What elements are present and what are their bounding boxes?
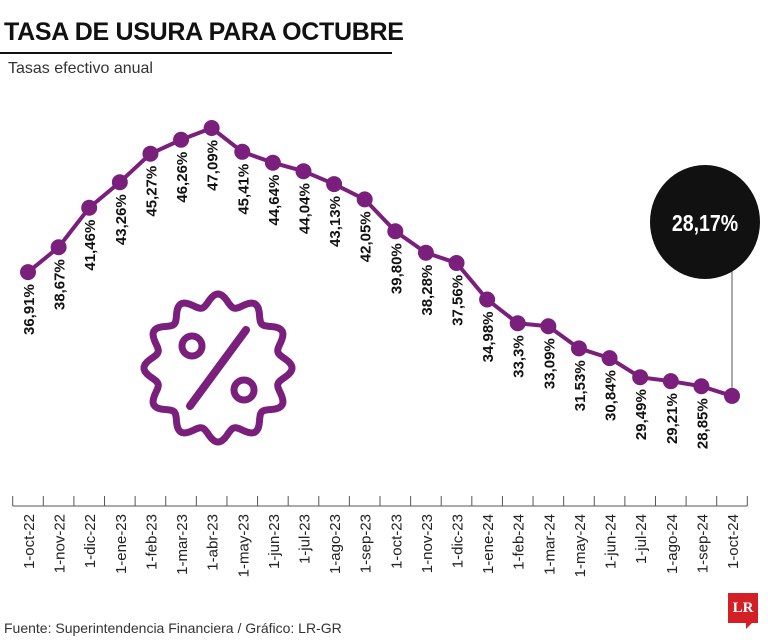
x-tick-label: 1-nov-22 xyxy=(52,514,69,573)
x-tick-label: 1-ago-23 xyxy=(327,514,344,574)
x-tick-label: 1-ene-23 xyxy=(113,514,130,574)
x-tick-label: 1-nov-23 xyxy=(419,514,436,573)
highlight-label: 28,17% xyxy=(672,211,738,237)
x-tick-label: 1-ene-24 xyxy=(480,514,497,574)
x-tick-label: 1-may-24 xyxy=(572,514,589,577)
data-label: 28,85% xyxy=(694,398,711,449)
percent-slash-icon xyxy=(186,326,250,410)
data-label: 45,27% xyxy=(143,166,160,217)
data-point xyxy=(356,191,373,208)
data-label: 43,26% xyxy=(113,194,130,245)
data-point xyxy=(387,223,404,240)
highlight-bubble xyxy=(650,165,760,279)
x-tick-label: 1-oct-24 xyxy=(725,514,742,569)
data-label: 46,26% xyxy=(174,152,191,203)
data-label: 44,04% xyxy=(296,183,313,234)
data-point xyxy=(570,340,587,357)
x-tick-label: 1-jul-23 xyxy=(296,514,313,564)
data-label: 29,21% xyxy=(664,393,681,444)
x-tick-label: 1-abr-23 xyxy=(205,514,222,571)
x-tick-label: 1-feb-24 xyxy=(511,514,528,570)
data-label: 29,49% xyxy=(633,389,650,440)
percent-badge-icon xyxy=(140,290,296,446)
data-point xyxy=(662,373,679,390)
data-point xyxy=(20,264,36,281)
data-point xyxy=(479,291,496,308)
data-point xyxy=(142,145,159,162)
data-point xyxy=(234,143,251,160)
x-tick-label: 1-jun-23 xyxy=(266,514,283,569)
data-label: 44,64% xyxy=(266,175,283,226)
data-label: 36,91% xyxy=(21,284,38,335)
x-tick-label: 1-dic-22 xyxy=(82,514,99,568)
data-label: 43,13% xyxy=(327,196,344,247)
x-tick-label: 1-sep-23 xyxy=(358,514,375,573)
data-point xyxy=(509,315,526,332)
data-label: 41,46% xyxy=(82,220,99,271)
data-point xyxy=(448,254,465,271)
data-point xyxy=(203,120,220,136)
data-label: 34,98% xyxy=(480,311,497,362)
data-point xyxy=(111,174,128,191)
data-point xyxy=(326,176,343,193)
data-label: 33,3% xyxy=(511,335,528,378)
chart-subtitle: Tasas efectivo anual xyxy=(8,60,153,77)
x-tick-label: 1-jul-24 xyxy=(633,514,650,564)
data-label: 30,84% xyxy=(603,370,620,421)
x-tick-label: 1-may-23 xyxy=(235,514,252,577)
x-tick-label: 1-feb-23 xyxy=(143,514,160,570)
data-label: 45,41% xyxy=(235,164,252,215)
x-tick-label: 1-jun-24 xyxy=(603,514,620,569)
data-point xyxy=(81,199,98,216)
series-line xyxy=(26,126,733,398)
x-tick-label: 1-oct-23 xyxy=(388,514,405,569)
data-label: 33,09% xyxy=(541,338,558,389)
data-label: 47,09% xyxy=(205,140,222,191)
percent-dot-bottom-icon xyxy=(230,376,258,404)
data-point xyxy=(264,154,281,171)
data-point xyxy=(540,318,557,335)
data-label: 37,56% xyxy=(450,275,467,326)
x-tick-label: 1-dic-23 xyxy=(450,514,467,568)
data-point xyxy=(693,378,710,395)
data-point xyxy=(295,163,312,180)
data-point xyxy=(173,131,190,148)
data-label: 38,67% xyxy=(52,259,69,310)
x-tick-label: 1-ago-24 xyxy=(664,514,681,574)
data-point xyxy=(724,387,740,404)
percent-dot-top-icon xyxy=(178,332,206,360)
data-label: 31,53% xyxy=(572,360,589,411)
data-label: 39,80% xyxy=(388,243,405,294)
chart-title: TASA DE USURA PARA OCTUBRE xyxy=(4,18,404,46)
data-label: 42,05% xyxy=(358,211,375,262)
data-point xyxy=(632,369,649,386)
lr-logo: LR xyxy=(728,593,758,629)
x-tick-label: 1-mar-23 xyxy=(174,514,191,575)
source-note: Fuente: Superintendencia Financiera / Gr… xyxy=(4,620,342,636)
x-tick-label: 1-mar-24 xyxy=(541,514,558,575)
data-point xyxy=(50,239,67,256)
x-tick-label: 1-sep-24 xyxy=(694,514,711,573)
data-label: 38,28% xyxy=(419,265,436,316)
data-point xyxy=(417,244,434,261)
data-point xyxy=(601,350,618,367)
title-rule xyxy=(0,52,392,54)
x-tick-label: 1-oct-22 xyxy=(21,514,38,569)
